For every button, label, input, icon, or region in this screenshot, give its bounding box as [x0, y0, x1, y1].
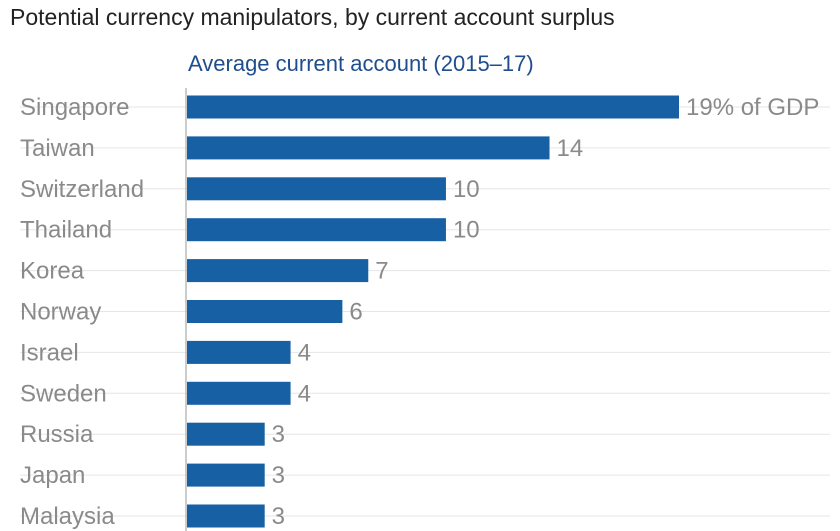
bar	[187, 259, 369, 283]
category-label: Korea	[20, 258, 85, 285]
category-label: Russia	[20, 421, 94, 448]
category-label: Malaysia	[20, 503, 115, 530]
bar	[187, 340, 291, 364]
bar	[187, 300, 343, 323]
bar	[187, 136, 550, 160]
value-label: 3	[272, 462, 285, 489]
bar	[187, 218, 446, 242]
value-label: 19% of GDP	[686, 94, 819, 121]
category-label: Thailand	[20, 217, 112, 244]
chart-subtitle: Average current account (2015–17)	[188, 51, 534, 76]
value-label: 4	[298, 339, 311, 366]
bar	[187, 422, 265, 446]
bar	[187, 177, 446, 201]
value-label: 3	[272, 421, 285, 448]
category-label: Sweden	[20, 380, 107, 407]
bar	[187, 504, 265, 528]
bar	[187, 95, 679, 119]
value-label: 10	[453, 176, 480, 203]
category-label: Japan	[20, 462, 85, 489]
category-label: Singapore	[20, 94, 129, 121]
value-label: 10	[453, 217, 480, 244]
bar	[187, 381, 291, 405]
value-label: 3	[272, 503, 285, 530]
category-label: Taiwan	[20, 135, 95, 162]
value-label: 7	[375, 258, 388, 285]
value-label: 6	[349, 299, 362, 326]
category-label: Israel	[20, 339, 79, 366]
chart-title: Potential currency manipulators, by curr…	[10, 4, 615, 30]
value-label: 14	[557, 135, 584, 162]
category-label: Norway	[20, 299, 101, 326]
value-label: 4	[298, 380, 311, 407]
bar	[187, 463, 265, 487]
category-label: Switzerland	[20, 176, 144, 203]
